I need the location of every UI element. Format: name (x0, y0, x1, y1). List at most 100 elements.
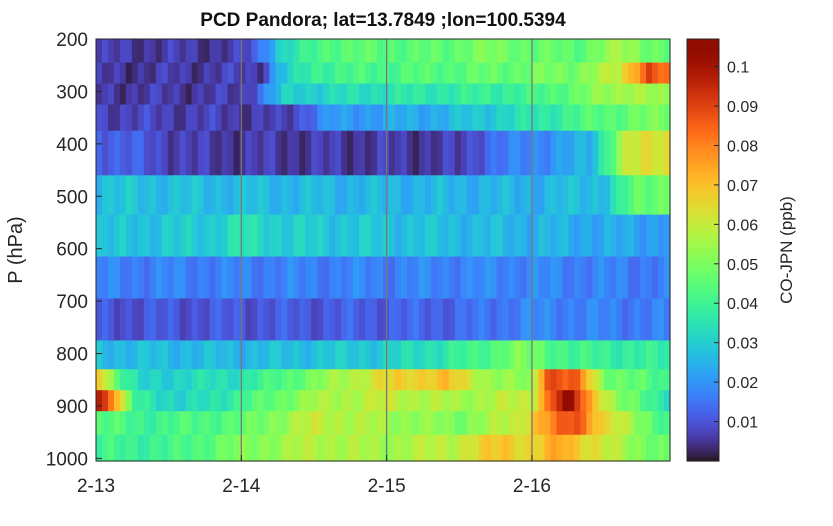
heatmap-cell (113, 340, 121, 370)
heatmap-cell (574, 434, 581, 462)
heatmap-cell (299, 369, 306, 391)
heatmap-cell (227, 340, 235, 370)
heatmap-cell (203, 256, 211, 300)
heatmap-cell (143, 214, 151, 258)
heatmap-cell (269, 62, 276, 85)
heatmap-cell (353, 434, 360, 462)
heatmap-cell (131, 411, 139, 436)
heatmap-cell (275, 62, 282, 85)
colorbar-segment (687, 295, 719, 299)
heatmap-cell (239, 340, 247, 370)
heatmap-cell (263, 369, 270, 391)
heatmap-cell (209, 39, 217, 64)
heatmap-cell (598, 369, 605, 391)
heatmap-cell (418, 39, 426, 64)
heatmap-cell (556, 104, 563, 132)
heatmap-cell (311, 340, 318, 370)
heatmap-cell (652, 214, 659, 258)
colorbar-segment (687, 400, 719, 405)
heatmap-cell (161, 130, 169, 176)
heatmap-cell (287, 83, 294, 106)
heatmap-cell (149, 298, 157, 342)
heatmap-cell (592, 390, 599, 412)
heatmap-cell (628, 434, 635, 462)
colorbar-segment (687, 277, 719, 281)
heatmap-cell (209, 62, 217, 85)
heatmap-cell (454, 62, 462, 85)
colorbar-segment (687, 213, 719, 218)
heatmap-cell (233, 104, 241, 132)
heatmap-cell (341, 39, 348, 64)
heatmap-cell (251, 104, 259, 132)
heatmap-cell (598, 39, 605, 64)
heatmap-cell (556, 83, 563, 106)
heatmap-cell (365, 62, 372, 85)
heatmap-cell (628, 369, 635, 391)
heatmap-cell (215, 340, 223, 370)
heatmap-cell (436, 369, 444, 391)
heatmap-cell (329, 390, 336, 412)
heatmap-cell (293, 340, 300, 370)
heatmap-cell (448, 298, 456, 342)
heatmap-cell (574, 214, 581, 258)
colorbar-segment (687, 135, 719, 140)
heatmap-cell (478, 369, 486, 391)
heatmap-cell (311, 256, 318, 300)
heatmap-cell (281, 411, 288, 436)
heatmap-cell (101, 340, 109, 370)
heatmap-cell (484, 214, 492, 258)
heatmap-cell (131, 39, 139, 64)
heatmap-cell (568, 340, 575, 370)
heatmap-cell (442, 62, 450, 85)
heatmap-cell (365, 411, 372, 436)
heatmap-cell (299, 175, 306, 216)
heatmap-cell (574, 83, 581, 106)
heatmap-cell (251, 369, 259, 391)
heatmap-cell (622, 390, 629, 412)
colorbar-segment (687, 108, 719, 112)
heatmap-cell (317, 298, 324, 342)
heatmap-cell (598, 130, 605, 176)
heatmap-cell (424, 411, 432, 436)
heatmap-cell (107, 175, 115, 216)
heatmap-cell (568, 130, 575, 176)
heatmap-cell (173, 62, 181, 85)
heatmap-cell (263, 83, 270, 106)
y-tick-label: 400 (56, 135, 88, 156)
heatmap-cell (406, 104, 414, 132)
heatmap-cell (412, 214, 420, 258)
heatmap-cell (329, 214, 336, 258)
heatmap-cell (514, 130, 522, 176)
heatmap-cell (221, 434, 229, 462)
heatmap-cell (568, 214, 575, 258)
heatmap-cell (496, 62, 504, 85)
heatmap-cell (101, 369, 109, 391)
heatmap-cell (406, 256, 414, 300)
heatmap-cell (466, 214, 474, 258)
colorbar-segment (687, 418, 719, 423)
heatmap-cell (472, 256, 480, 300)
heatmap-cell (257, 83, 265, 106)
heatmap-cell (299, 83, 306, 106)
heatmap-cell (341, 83, 348, 106)
heatmap-cell (460, 62, 468, 85)
heatmap-cell (329, 39, 336, 64)
heatmap-cell (161, 298, 169, 342)
heatmap-cell (107, 83, 115, 106)
heatmap-cell (484, 256, 492, 300)
heatmap-cell (197, 130, 205, 176)
heatmap-cell (101, 39, 109, 64)
heatmap-cell (478, 214, 486, 258)
heatmap-cell (287, 298, 294, 342)
heatmap-cell (622, 83, 629, 106)
heatmap-cell (424, 369, 432, 391)
heatmap-cell (257, 369, 265, 391)
heatmap-cell (365, 340, 372, 370)
heatmap-cell (418, 214, 426, 258)
heatmap-cell (442, 434, 450, 462)
heatmap-cell (592, 39, 599, 64)
heatmap-cell (532, 411, 540, 436)
heatmap-cell (538, 104, 546, 132)
heatmap-cell (377, 130, 384, 176)
